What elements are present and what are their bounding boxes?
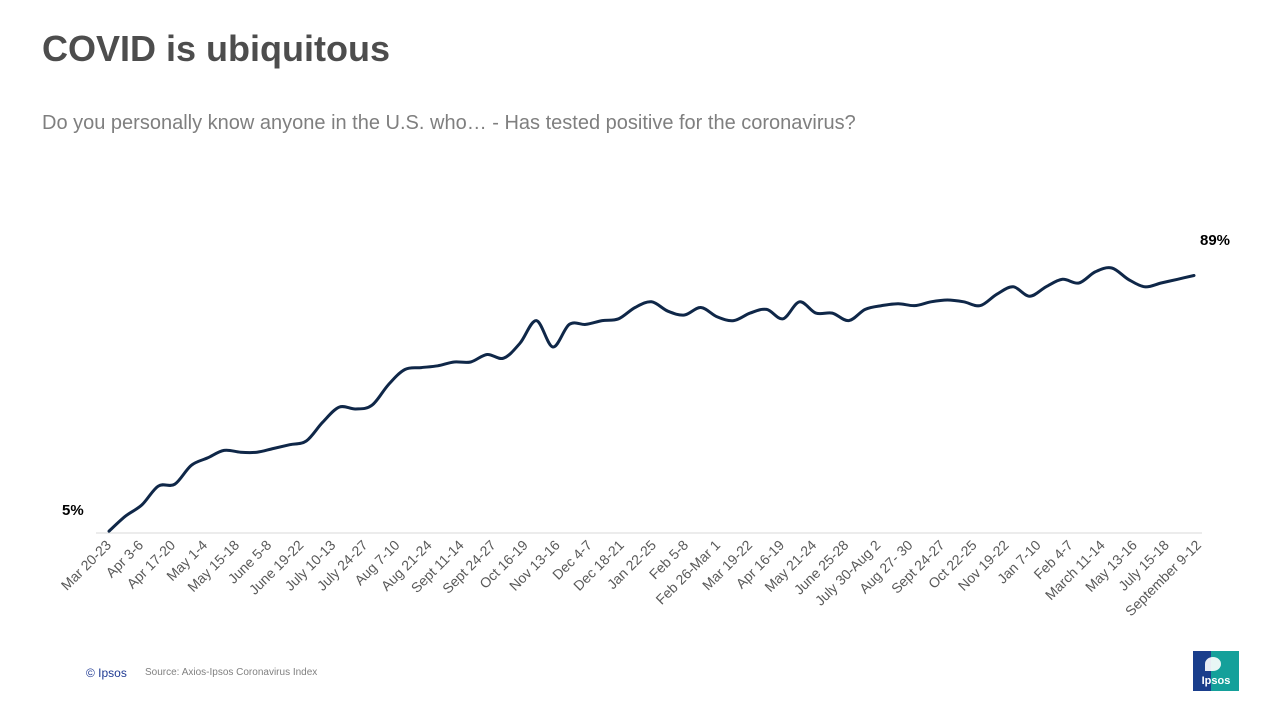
chart-subtitle: Do you personally know anyone in the U.S… <box>42 112 856 134</box>
logo-text: Ipsos <box>1201 675 1231 687</box>
ipsos-logo: Ipsos <box>1193 651 1239 691</box>
page-title: COVID is ubiquitous <box>42 28 390 69</box>
copyright-text: © Ipsos <box>86 666 127 680</box>
data-label-last: 89% <box>1200 232 1230 249</box>
source-text: Source: Axios-Ipsos Coronavirus Index <box>145 667 318 678</box>
series-line <box>107 266 1196 533</box>
data-label-first: 5% <box>62 502 84 519</box>
